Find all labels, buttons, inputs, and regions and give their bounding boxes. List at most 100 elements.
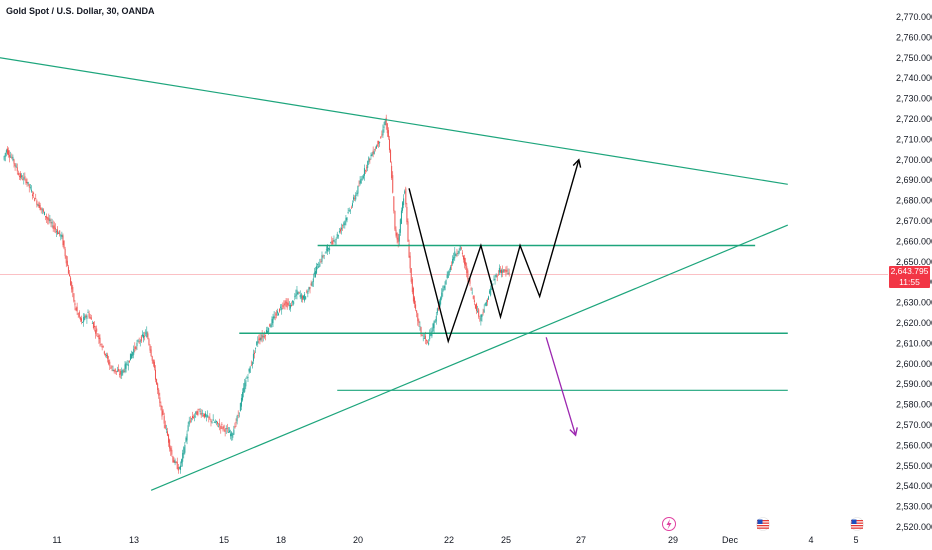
candle-body bbox=[202, 415, 204, 416]
candle bbox=[493, 275, 495, 282]
candle bbox=[449, 265, 451, 273]
candle bbox=[470, 286, 472, 292]
candle-body bbox=[492, 283, 494, 285]
candle bbox=[306, 289, 308, 294]
candle bbox=[65, 255, 67, 268]
candle-body bbox=[296, 289, 298, 295]
candle-body bbox=[79, 317, 81, 320]
candle bbox=[219, 418, 221, 431]
us-flag-icon[interactable] bbox=[850, 517, 864, 531]
candle-body bbox=[299, 294, 301, 298]
candle-body bbox=[55, 231, 57, 233]
candle-body bbox=[357, 186, 359, 194]
candle-body bbox=[326, 246, 328, 252]
candle bbox=[346, 217, 348, 223]
candle-body bbox=[250, 365, 252, 367]
candle bbox=[221, 422, 223, 430]
candle-body bbox=[477, 310, 479, 312]
candle-body bbox=[398, 233, 400, 242]
candle-body bbox=[277, 313, 279, 316]
candle-body bbox=[187, 425, 189, 431]
candle-body bbox=[14, 163, 16, 167]
candle bbox=[376, 140, 378, 147]
candle bbox=[276, 308, 278, 316]
candle-body bbox=[218, 426, 220, 428]
candle-body bbox=[310, 283, 312, 286]
candle-body bbox=[34, 198, 36, 202]
bearish-projection-arrow[interactable] bbox=[545, 337, 577, 436]
candle-body bbox=[342, 225, 344, 227]
candle bbox=[147, 331, 149, 340]
candle-body bbox=[94, 325, 96, 328]
candle-body bbox=[159, 397, 161, 404]
candle bbox=[480, 314, 482, 326]
candle bbox=[386, 122, 388, 137]
candle bbox=[477, 305, 479, 313]
candle bbox=[301, 294, 303, 303]
candle bbox=[298, 291, 300, 295]
us-flag-icon[interactable] bbox=[756, 517, 770, 531]
candle bbox=[440, 296, 442, 307]
lightning-icon[interactable] bbox=[662, 517, 676, 531]
candle bbox=[233, 425, 235, 435]
candle bbox=[154, 365, 156, 383]
candle bbox=[428, 339, 430, 346]
candle bbox=[349, 208, 351, 214]
candle bbox=[365, 169, 367, 174]
candle-body bbox=[322, 256, 324, 258]
candle-body bbox=[443, 286, 445, 289]
candle bbox=[120, 369, 122, 379]
candle bbox=[181, 458, 183, 468]
candle bbox=[436, 307, 438, 316]
candle-body bbox=[330, 242, 332, 244]
candle bbox=[189, 416, 191, 424]
candle-body bbox=[367, 161, 369, 168]
candle-body bbox=[164, 424, 166, 429]
candle bbox=[255, 347, 257, 353]
candle-body bbox=[482, 312, 484, 314]
candle bbox=[102, 345, 104, 348]
candle-body bbox=[370, 155, 372, 156]
candle bbox=[465, 257, 467, 270]
candle bbox=[171, 445, 173, 457]
candle-body bbox=[307, 290, 309, 294]
candle-body bbox=[122, 369, 124, 374]
candle-body bbox=[219, 423, 221, 426]
candle bbox=[8, 147, 10, 158]
bar-countdown: 11:55 bbox=[899, 277, 920, 287]
candle bbox=[320, 258, 322, 264]
candle-body bbox=[147, 333, 149, 339]
candle bbox=[78, 310, 80, 319]
candle bbox=[309, 286, 311, 294]
candle-body bbox=[92, 322, 94, 329]
candle bbox=[39, 202, 41, 211]
upper-trendline[interactable] bbox=[0, 37, 788, 185]
candle-body bbox=[245, 380, 247, 387]
candle bbox=[372, 146, 374, 158]
candle bbox=[137, 339, 139, 343]
candle-body bbox=[279, 308, 281, 312]
candle bbox=[108, 355, 110, 366]
candle bbox=[425, 339, 427, 345]
bullish-projection-path[interactable] bbox=[408, 159, 580, 344]
candle bbox=[356, 190, 358, 196]
candle bbox=[170, 445, 172, 456]
lower-trendline[interactable] bbox=[150, 224, 789, 491]
candle bbox=[330, 241, 332, 244]
candle bbox=[153, 359, 155, 371]
candle-body bbox=[502, 270, 504, 273]
candle-body bbox=[177, 466, 179, 471]
candle bbox=[446, 271, 448, 280]
candle bbox=[190, 417, 192, 423]
candle-body bbox=[157, 383, 159, 391]
candle-body bbox=[369, 158, 371, 161]
candle-body bbox=[309, 287, 311, 289]
candle-body bbox=[13, 159, 15, 164]
candle-body bbox=[339, 229, 341, 232]
candle-body bbox=[480, 314, 482, 321]
candle bbox=[202, 413, 204, 418]
candle bbox=[332, 237, 334, 247]
candle-body bbox=[506, 269, 508, 272]
candle-body bbox=[143, 335, 145, 339]
